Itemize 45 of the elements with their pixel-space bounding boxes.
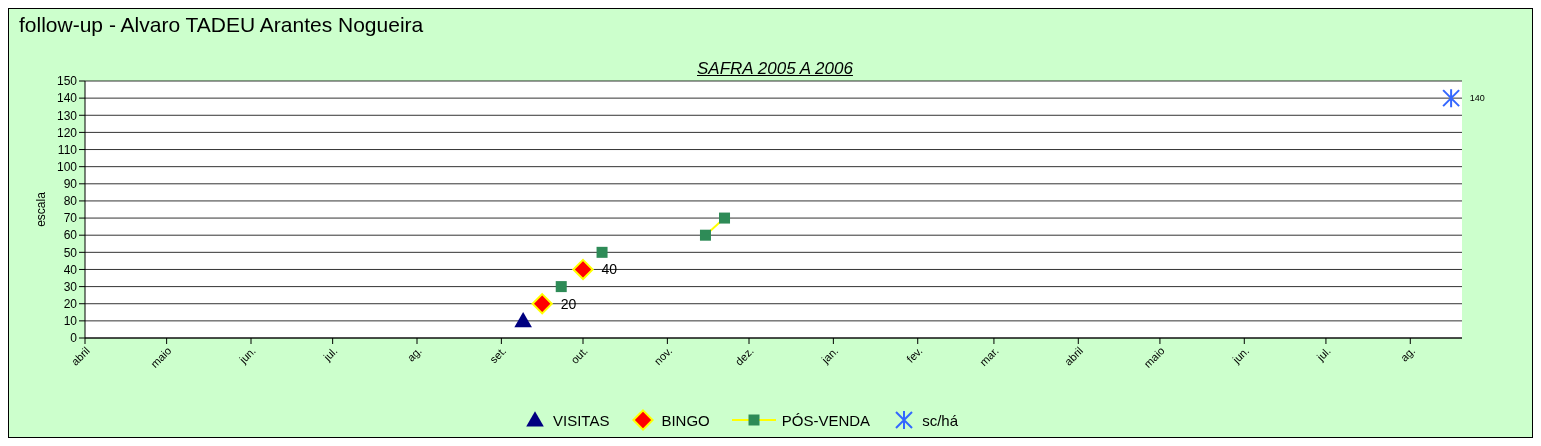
x-tick-label: fev.	[904, 344, 925, 365]
y-tick-label: 0	[70, 331, 78, 346]
x-tick-label: ag.	[1397, 344, 1418, 364]
x-tick-label: jan.	[818, 344, 841, 367]
y-tick-label: 20	[63, 296, 78, 311]
point	[719, 212, 731, 224]
y-tick-label: 90	[63, 177, 78, 192]
point	[596, 246, 608, 258]
y-tick-label: 10	[63, 314, 78, 329]
x-tick-label: jun.	[1229, 344, 1252, 367]
legend-label: VISITAS	[553, 411, 610, 429]
legend-label: sc/há	[922, 411, 958, 429]
x-tick-label: jun.	[236, 344, 258, 367]
x-tick-label: jul.	[1313, 344, 1333, 364]
x-tick-label: out.	[568, 344, 590, 366]
x-tick-label: dez.	[732, 344, 756, 368]
y-tick-label: 140	[56, 91, 78, 106]
chart-subtitle: SAFRA 2005 A 2006	[697, 59, 853, 79]
y-tick-label: 60	[63, 228, 78, 243]
y-tick-label: 120	[56, 125, 78, 140]
chart-title: follow-up - Alvaro TADEU Arantes Nogueira	[19, 13, 424, 37]
point	[699, 229, 711, 241]
point	[555, 281, 567, 293]
point	[572, 258, 594, 281]
x-tick-label: mar.	[977, 344, 1001, 369]
y-tick-label: 80	[63, 194, 78, 209]
point	[531, 293, 553, 315]
y-tick-label: 50	[63, 245, 78, 260]
legend-label: BINGO	[661, 411, 710, 429]
y-tick-label: 30	[63, 279, 78, 294]
y-tick-label: 100	[56, 159, 78, 174]
y-tick-label: 150	[56, 74, 78, 89]
data-label: 140	[1469, 93, 1485, 104]
y-tick-label: 130	[56, 108, 78, 123]
x-tick-label: ag.	[404, 344, 424, 364]
y-tick-label: 70	[63, 211, 78, 226]
y-tick-label: 40	[63, 262, 78, 277]
x-tick-label: jul.	[320, 344, 340, 364]
x-tick-label: set.	[487, 344, 509, 366]
point	[1442, 88, 1461, 109]
legend-label: PÓS-VENDA	[781, 411, 871, 429]
y-tick-label: 110	[57, 142, 78, 157]
point	[514, 312, 532, 328]
x-tick-label: nov.	[651, 344, 675, 368]
y-axis-title: escala	[34, 191, 49, 227]
